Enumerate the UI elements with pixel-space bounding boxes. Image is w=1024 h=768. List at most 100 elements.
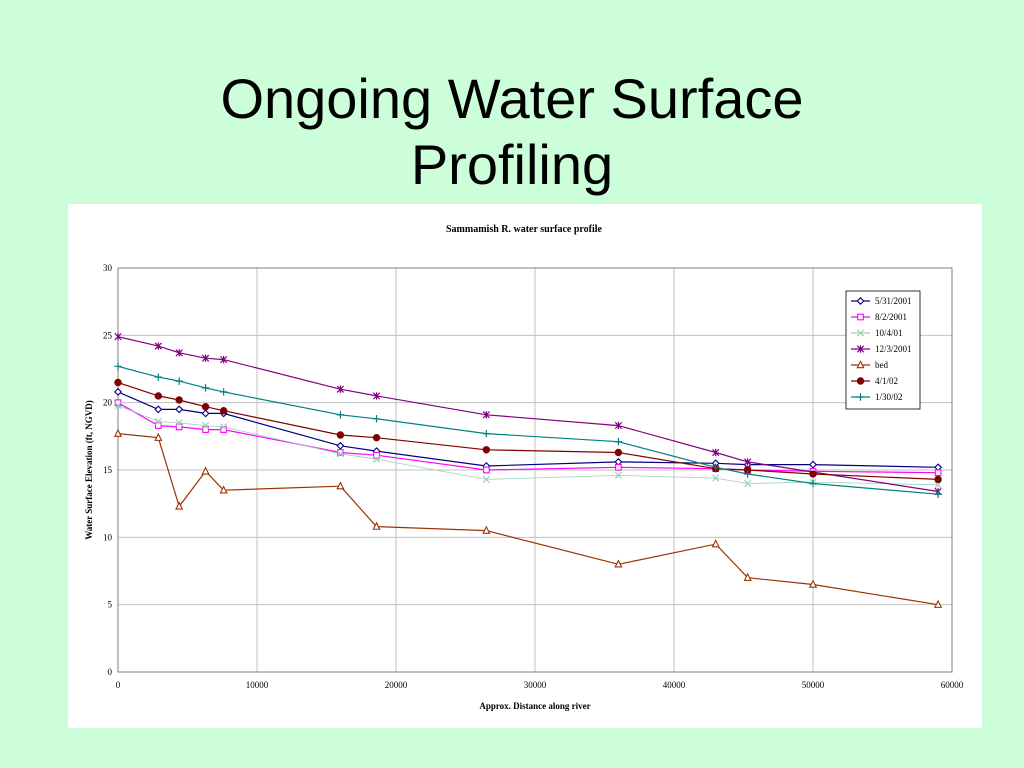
data-point	[336, 411, 345, 419]
legend-entry: 1/30/02	[851, 392, 903, 402]
data-point	[336, 431, 345, 439]
data-point	[482, 475, 490, 484]
data-point	[154, 432, 163, 441]
data-point	[201, 354, 210, 362]
x-tick-label: 50000	[802, 680, 825, 690]
x-tick-label: 10000	[246, 680, 269, 690]
data-point	[175, 501, 184, 510]
series-line	[117, 402, 939, 474]
data-point	[372, 521, 381, 530]
legend-entry: 10/4/01	[851, 328, 903, 338]
data-point	[154, 392, 163, 400]
data-point	[175, 349, 183, 357]
data-point	[114, 401, 122, 409]
data-point	[219, 388, 228, 396]
legend-label: 1/30/02	[875, 392, 903, 402]
data-point	[201, 403, 210, 411]
data-point	[219, 407, 228, 415]
data-point	[743, 470, 752, 478]
data-point	[201, 466, 210, 475]
y-tick-label: 20	[103, 398, 113, 408]
series-line	[117, 433, 939, 606]
data-point	[372, 455, 381, 463]
data-point	[337, 449, 344, 456]
x-tick-label: 20000	[385, 680, 408, 690]
data-point	[856, 393, 865, 401]
data-point	[175, 419, 183, 427]
slide-title-line-2: Profiling	[410, 133, 614, 196]
y-tick-label: 5	[108, 600, 113, 610]
data-point	[934, 490, 942, 498]
data-point	[175, 396, 183, 404]
data-point	[614, 559, 623, 568]
data-point	[336, 385, 345, 393]
x-axis-label: Approx. Distance along river	[479, 701, 590, 711]
legend-label: 8/2/2001	[875, 312, 907, 322]
chart-svg: Sammamish R. water surface profile Appro…	[84, 224, 964, 711]
data-point	[744, 458, 752, 466]
data-point	[482, 411, 490, 419]
data-point	[856, 377, 865, 385]
data-point	[175, 377, 183, 385]
y-tick-label: 25	[103, 330, 113, 340]
legend-label: 5/31/2001	[875, 296, 912, 306]
legend-entry: 8/2/2001	[851, 312, 907, 322]
y-tick-label: 15	[103, 465, 113, 475]
data-point	[202, 426, 209, 433]
data-point	[201, 384, 210, 392]
data-point	[614, 438, 623, 446]
data-point	[201, 409, 210, 418]
data-point	[175, 405, 184, 414]
data-point	[113, 428, 123, 437]
series-5-31-2001	[114, 387, 943, 472]
data-point	[154, 405, 163, 414]
legend-label: 4/1/02	[875, 376, 898, 386]
legend-entry: 5/31/2001	[851, 296, 912, 306]
data-point	[114, 387, 122, 396]
data-point	[336, 481, 345, 490]
data-point	[175, 423, 183, 431]
data-point	[154, 342, 162, 350]
x-tick-label: 60000	[941, 680, 964, 690]
data-point	[336, 450, 345, 458]
legend-label: 10/4/01	[875, 328, 903, 338]
slide-title-line-1: Ongoing Water Surface	[220, 67, 804, 130]
legend-entry: bed	[851, 360, 888, 370]
data-point	[219, 485, 228, 494]
data-point	[743, 572, 752, 581]
chart-title: Sammamish R. water surface profile	[446, 224, 603, 235]
slide-title: Ongoing Water Surface Profiling	[0, 66, 1024, 198]
data-point	[336, 441, 345, 450]
series-bed	[113, 428, 943, 608]
x-tick-label: 30000	[524, 680, 547, 690]
data-point	[482, 429, 491, 438]
data-point	[934, 481, 942, 489]
data-point	[482, 446, 491, 454]
series-10-4-01	[114, 401, 942, 489]
legend-box	[845, 290, 921, 410]
data-point	[220, 423, 228, 431]
y-tick-label: 0	[108, 667, 113, 677]
data-point	[614, 471, 623, 480]
x-tick-label: 0	[116, 680, 121, 690]
data-point	[808, 579, 818, 588]
data-point	[201, 421, 210, 430]
data-point	[809, 470, 817, 478]
data-point	[372, 392, 381, 400]
data-point	[934, 475, 942, 484]
legend-label: 12/3/2001	[875, 344, 912, 354]
axis-layer: 0 5 10 15 20 25 30 0 10000 20000 30000 40000 50000 60…	[103, 263, 964, 690]
series-line	[117, 391, 939, 468]
data-point	[809, 460, 817, 469]
data-point	[372, 433, 381, 442]
data-point	[482, 525, 491, 534]
legend-entry: 4/1/02	[851, 376, 898, 386]
data-point	[856, 345, 865, 353]
data-point	[220, 355, 228, 364]
data-point	[154, 373, 163, 381]
legend-entry: 12/3/2001	[851, 344, 912, 354]
data-point	[712, 474, 720, 482]
data-point	[857, 313, 864, 321]
chart-panel: Sammamish R. water surface profile Appro…	[68, 204, 982, 728]
data-point	[856, 297, 865, 305]
